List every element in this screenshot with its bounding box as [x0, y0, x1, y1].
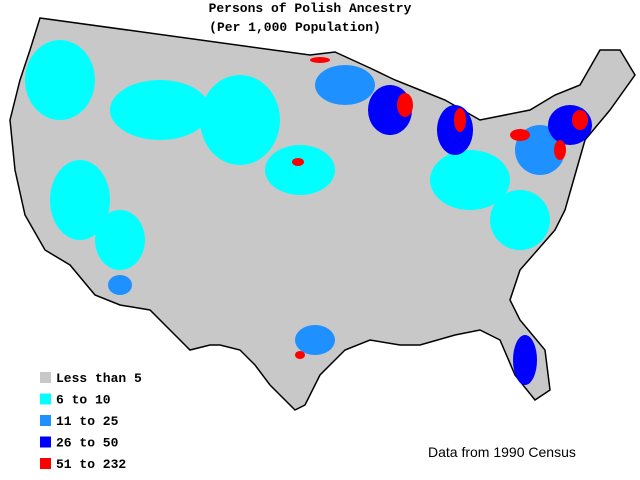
region-patch: [430, 150, 510, 210]
region-patch: [510, 129, 530, 141]
region-patch: [454, 108, 466, 132]
region-patch: [437, 105, 473, 155]
region-patch: [25, 40, 95, 120]
legend-label: 11 to 25: [56, 414, 119, 429]
region-patch: [554, 140, 566, 160]
legend-swatch: [40, 393, 51, 405]
region-patch: [490, 190, 550, 250]
region-patch: [513, 335, 537, 385]
region-patch: [295, 351, 305, 359]
region-patches: [25, 40, 592, 385]
region-patch: [110, 80, 210, 140]
region-patch: [108, 275, 132, 295]
legend-swatch: [40, 415, 51, 426]
region-patch: [310, 57, 330, 63]
legend-label: 51 to 232: [56, 457, 126, 472]
region-patch: [295, 325, 335, 355]
region-patch: [200, 75, 280, 165]
source-note: Data from 1990 Census: [428, 444, 576, 460]
legend: Less than 5 6 to 10 11 to 25 26 to 50 51 to …: [40, 371, 142, 472]
legend-swatch: [40, 436, 51, 448]
legend-label: Less than 5: [56, 371, 142, 386]
legend-swatch: [40, 372, 51, 383]
legend-label: 26 to 50: [56, 436, 119, 451]
region-patch: [265, 145, 335, 195]
region-patch: [292, 158, 304, 166]
us-map: [9, 17, 636, 411]
region-patch: [50, 160, 110, 240]
legend-label: 6 to 10: [56, 393, 111, 408]
region-patch: [572, 110, 588, 130]
region-patch: [95, 210, 145, 270]
map-title: Persons of Polish Ancestry: [209, 1, 412, 16]
map-subtitle: (Per 1,000 Population): [209, 20, 381, 35]
legend-swatch: [40, 458, 51, 469]
region-patch: [397, 93, 413, 117]
region-patch: [315, 65, 375, 105]
